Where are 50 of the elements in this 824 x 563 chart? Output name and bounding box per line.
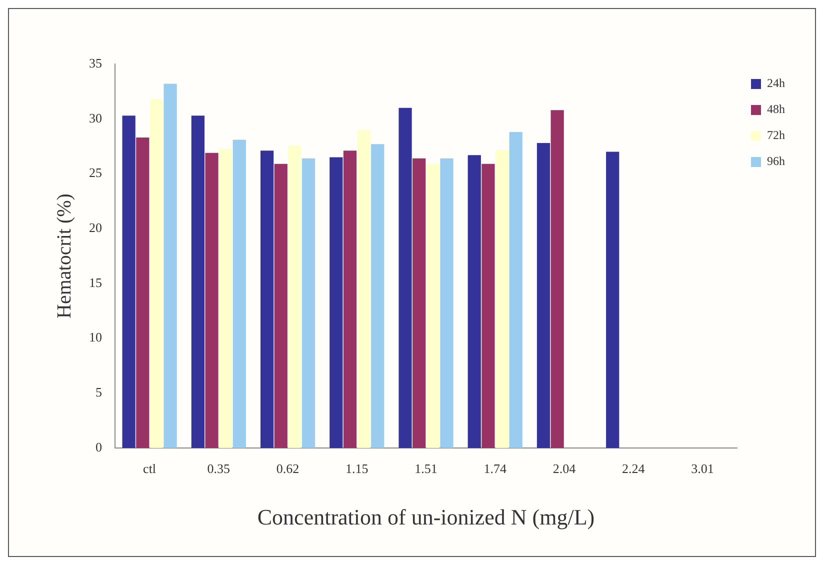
y-tick-label: 20 [89, 220, 102, 235]
bar [302, 158, 316, 448]
x-tick-label: 1.15 [346, 461, 368, 476]
y-tick-label: 30 [89, 110, 102, 126]
x-tick-label: 1.74 [484, 461, 507, 476]
bar [191, 116, 204, 448]
bar [606, 152, 620, 448]
y-tick-label: 35 [89, 55, 102, 70]
y-axis-title: Hematocrit (%) [53, 194, 76, 318]
bar [150, 99, 164, 448]
x-tick-label: 2.24 [622, 461, 646, 476]
bar [260, 150, 274, 448]
x-tick-label: 3.01 [691, 461, 714, 476]
bar [550, 110, 564, 448]
x-tick-label: 0.62 [276, 461, 300, 476]
y-tick-label: 5 [96, 384, 102, 400]
bar [536, 142, 550, 448]
bar [122, 116, 136, 448]
bar [343, 150, 357, 448]
bar [274, 164, 288, 448]
bar [398, 108, 412, 448]
bar [357, 130, 370, 448]
bar [136, 138, 150, 448]
bar [232, 140, 246, 448]
bar [288, 145, 302, 448]
bar [495, 150, 509, 448]
x-tick-label: 1.51 [414, 461, 438, 476]
x-tick-label: ctl [143, 461, 156, 476]
y-tick-label: 10 [89, 330, 102, 345]
bar [412, 158, 426, 448]
y-tick-label: 25 [89, 165, 102, 180]
x-tick-label: 2.04 [552, 461, 576, 476]
legend-label: 72h [767, 128, 785, 142]
legend-label: 24h [767, 76, 785, 90]
x-tick-label: 0.35 [207, 461, 230, 476]
legend-label: 48h [767, 102, 785, 116]
bar [509, 132, 522, 448]
bar [468, 155, 481, 448]
y-tick-label: 0 [96, 439, 102, 454]
x-axis-title: Concentration of un-ionized N (mg/L) [257, 504, 595, 530]
y-tick-label: 15 [89, 274, 102, 290]
bar [482, 164, 495, 448]
bar [205, 152, 218, 448]
bar [440, 158, 454, 448]
bar [164, 84, 177, 448]
bar [426, 164, 440, 448]
bar [371, 144, 384, 448]
bar [219, 148, 232, 448]
bar [330, 157, 343, 448]
legend-label: 96h [767, 154, 785, 168]
